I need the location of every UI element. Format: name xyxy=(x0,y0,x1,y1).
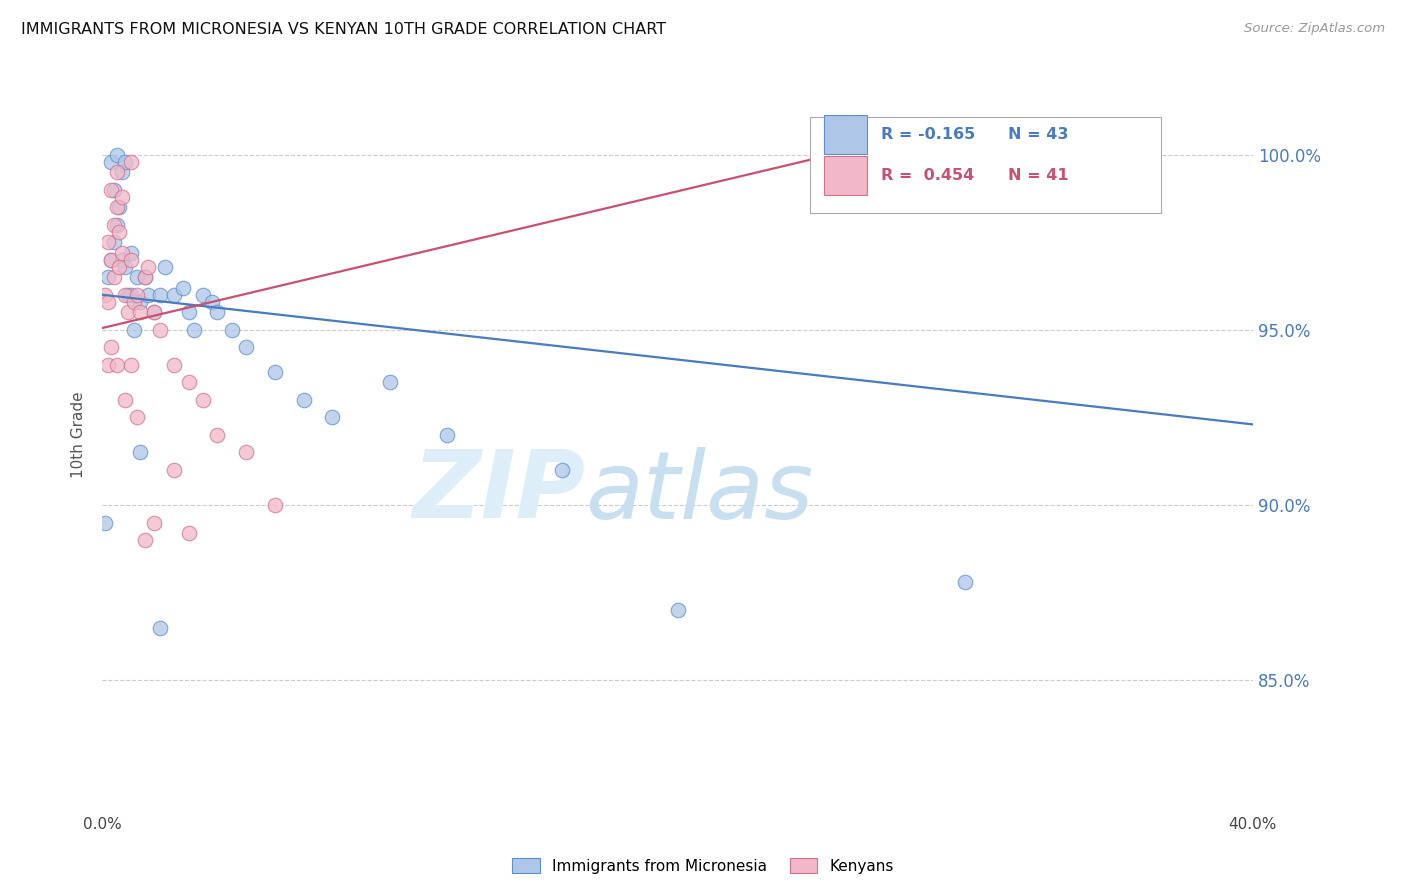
Point xyxy=(263,498,285,512)
Point xyxy=(120,287,142,301)
Point xyxy=(666,603,689,617)
Y-axis label: 10th Grade: 10th Grade xyxy=(72,392,86,478)
Point xyxy=(105,200,128,214)
Point xyxy=(134,270,156,285)
Point xyxy=(321,410,343,425)
Point xyxy=(100,252,122,267)
Point xyxy=(103,235,125,249)
Point xyxy=(103,183,125,197)
Point xyxy=(103,270,125,285)
Legend: Immigrants from Micronesia, Kenyans: Immigrants from Micronesia, Kenyans xyxy=(506,852,900,880)
Point xyxy=(177,376,200,390)
Point xyxy=(117,287,139,301)
Point xyxy=(953,147,976,161)
Point xyxy=(155,260,177,274)
Point xyxy=(177,526,200,541)
Point xyxy=(105,147,128,161)
Point xyxy=(94,516,117,530)
Point xyxy=(111,252,134,267)
Point xyxy=(191,287,214,301)
Point xyxy=(143,305,166,319)
Point xyxy=(117,305,139,319)
Point xyxy=(378,376,401,390)
Text: N = 41: N = 41 xyxy=(1008,168,1069,183)
Point xyxy=(200,294,222,309)
Point xyxy=(263,365,285,379)
Point xyxy=(143,516,166,530)
Point xyxy=(128,445,150,459)
Point xyxy=(172,281,194,295)
Point xyxy=(108,225,131,239)
Point xyxy=(122,323,145,337)
Text: atlas: atlas xyxy=(585,447,814,538)
Point xyxy=(292,392,315,407)
Point xyxy=(163,287,186,301)
Point xyxy=(97,270,120,285)
Text: 40.0%: 40.0% xyxy=(1229,817,1277,832)
Point xyxy=(100,252,122,267)
FancyBboxPatch shape xyxy=(824,156,868,195)
Point xyxy=(111,189,134,203)
Point xyxy=(134,270,156,285)
Text: 0.0%: 0.0% xyxy=(83,817,121,832)
Point xyxy=(105,165,128,179)
Point xyxy=(149,621,172,635)
Point xyxy=(436,428,458,442)
Point xyxy=(97,358,120,372)
Point xyxy=(114,154,136,169)
Point xyxy=(100,154,122,169)
Point xyxy=(235,445,257,459)
Text: N = 43: N = 43 xyxy=(1008,128,1069,142)
Point xyxy=(111,165,134,179)
Point xyxy=(953,575,976,590)
Point xyxy=(207,305,229,319)
Point xyxy=(149,323,172,337)
Point xyxy=(120,245,142,260)
Point xyxy=(105,218,128,232)
Point xyxy=(136,260,159,274)
Point xyxy=(235,340,257,354)
Point xyxy=(136,287,159,301)
Point xyxy=(128,305,150,319)
Point xyxy=(125,287,148,301)
Point xyxy=(120,252,142,267)
Point xyxy=(221,323,243,337)
Point xyxy=(108,260,131,274)
Point xyxy=(105,358,128,372)
Text: R =  0.454: R = 0.454 xyxy=(882,168,974,183)
Point xyxy=(122,294,145,309)
Point xyxy=(183,323,205,337)
Point xyxy=(100,340,122,354)
Point xyxy=(100,183,122,197)
Point xyxy=(163,463,186,477)
Text: ZIP: ZIP xyxy=(412,446,585,538)
Point xyxy=(177,305,200,319)
Point xyxy=(128,294,150,309)
Point xyxy=(207,428,229,442)
Point xyxy=(97,294,120,309)
Point xyxy=(191,392,214,407)
Point xyxy=(120,358,142,372)
Point xyxy=(114,260,136,274)
Point xyxy=(103,218,125,232)
Point xyxy=(163,358,186,372)
FancyBboxPatch shape xyxy=(824,115,868,154)
Point xyxy=(125,410,148,425)
Text: IMMIGRANTS FROM MICRONESIA VS KENYAN 10TH GRADE CORRELATION CHART: IMMIGRANTS FROM MICRONESIA VS KENYAN 10T… xyxy=(21,22,666,37)
Point xyxy=(143,305,166,319)
Point xyxy=(114,392,136,407)
Point xyxy=(114,287,136,301)
Point xyxy=(94,287,117,301)
Text: R = -0.165: R = -0.165 xyxy=(882,128,976,142)
Point xyxy=(134,533,156,547)
FancyBboxPatch shape xyxy=(810,117,1161,213)
Point xyxy=(120,154,142,169)
Point xyxy=(108,200,131,214)
Text: Source: ZipAtlas.com: Source: ZipAtlas.com xyxy=(1244,22,1385,36)
Point xyxy=(97,235,120,249)
Point xyxy=(125,270,148,285)
Point xyxy=(551,463,574,477)
Point xyxy=(111,245,134,260)
Point xyxy=(149,287,172,301)
